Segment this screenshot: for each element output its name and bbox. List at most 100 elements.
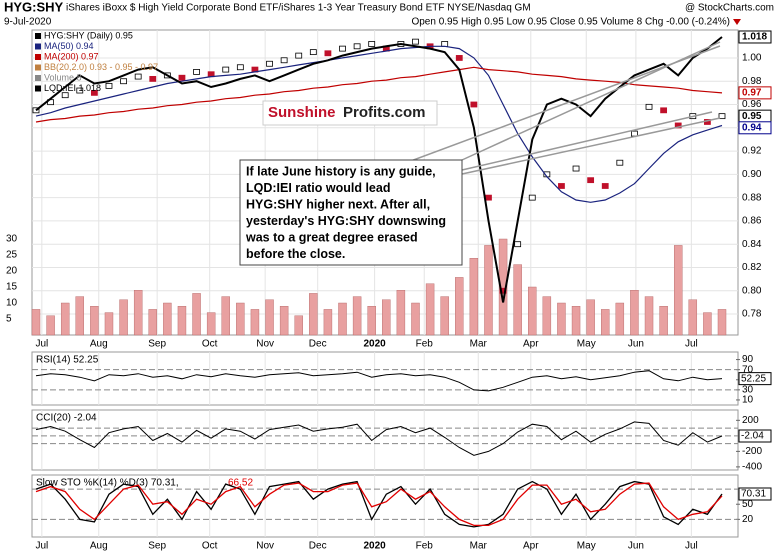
cci-panel [31, 409, 739, 471]
candle [455, 55, 463, 61]
credit: @ StockCharts.com [685, 3, 774, 14]
candle [645, 103, 653, 110]
volume-bar [630, 290, 639, 336]
series-line [35, 45, 723, 203]
volume-bar [484, 245, 493, 336]
series-line [35, 36, 723, 303]
value-tag-label: -2.04 [741, 431, 764, 442]
volume-bar [148, 309, 157, 336]
legend-label: HYG:SHY (Daily) 0.95 [44, 30, 133, 40]
candle [718, 113, 726, 120]
x-tick-label: Dec [309, 339, 327, 350]
x-tick-label: 2020 [363, 339, 386, 350]
volume-bar [498, 238, 508, 336]
volume-bar [31, 309, 41, 336]
y-tick-label: 0.98 [742, 76, 762, 87]
cci-line [35, 421, 723, 456]
x-tick-label: Oct [202, 541, 218, 552]
volume-bar [673, 245, 683, 336]
price-tag-label: 0.95 [742, 111, 762, 122]
candle [280, 57, 288, 64]
y-tick-label: 0.82 [742, 262, 762, 273]
volume-bar [425, 283, 435, 336]
rsi-panel [31, 351, 739, 406]
logo-box [262, 100, 438, 126]
candle [76, 87, 84, 94]
y-tick-label: 0.78 [742, 309, 762, 320]
candle [514, 241, 522, 248]
y-tick-label: 0.88 [742, 192, 762, 203]
candle [295, 52, 303, 59]
volume-bar [382, 299, 391, 336]
sto-panel [31, 474, 739, 538]
candle [339, 45, 346, 52]
volume-tick-label: 5 [6, 314, 12, 325]
x-tick-label: Sep [148, 541, 166, 552]
value-tag-label: 70.31 [741, 489, 766, 500]
candle [587, 177, 595, 184]
legend-label: MA(50) 0.94 [44, 41, 94, 51]
rsi-line [35, 370, 723, 392]
legend-label: MA(200) 0.97 [44, 51, 99, 61]
volume-bar [688, 299, 698, 336]
y-tick-label: 50 [742, 499, 754, 510]
date: 9-Jul-2020 [4, 17, 52, 28]
legend-label: LQD:IEI 1.018 [44, 83, 101, 93]
candle [572, 165, 580, 172]
value-tag [738, 487, 772, 501]
volume-bar [60, 302, 70, 336]
volume-bar [396, 290, 406, 336]
down-arrow [733, 19, 741, 25]
candle [470, 101, 478, 108]
x-tick-label: Jun [628, 339, 644, 350]
candle [660, 107, 668, 114]
trend-line [461, 111, 713, 171]
volume-bar [411, 302, 420, 336]
candle [309, 49, 317, 56]
volume-bar [250, 309, 260, 336]
chart-subtitle: iShares iBoxx $ High Yield Corporate Bon… [66, 3, 531, 14]
volume-bar [644, 296, 654, 336]
volume-bar [557, 302, 566, 336]
y-tick-label: 0.96 [742, 99, 762, 110]
y-tick-label: 0.86 [742, 216, 762, 227]
candle [601, 183, 609, 189]
x-tick-label: Jul [685, 339, 698, 350]
volume-bar [309, 293, 318, 336]
volume-bar [104, 312, 114, 336]
y-tick-label: -200 [742, 446, 762, 457]
y-tick-label: 30 [742, 384, 754, 395]
volume-bar [542, 296, 552, 336]
volume-bar [133, 290, 143, 336]
x-tick-label: 2020 [363, 541, 386, 552]
candle [236, 64, 244, 71]
volume-bar [659, 306, 668, 336]
x-tick-label: May [577, 339, 596, 350]
volume-bar [177, 306, 187, 336]
volume-bar [703, 312, 712, 336]
candle [149, 75, 157, 82]
x-tick-label: Mar [470, 339, 488, 350]
y-tick-label: 0.90 [742, 169, 762, 180]
volume-bar [571, 306, 581, 336]
volume-bar [163, 302, 172, 336]
x-tick-label: Feb [416, 339, 434, 350]
volume-bar [455, 277, 464, 336]
sto-line [35, 480, 723, 528]
x-tick-label: Sep [148, 339, 166, 350]
candle [353, 43, 361, 50]
candle [222, 66, 230, 73]
y-tick-label: 200 [742, 415, 759, 426]
y-tick-label: 20 [742, 514, 754, 525]
candle [193, 69, 200, 75]
value-tag [738, 372, 772, 386]
legend-swatch [35, 85, 41, 92]
volume-bar [338, 302, 347, 336]
volume-bar [528, 286, 537, 336]
annotation-line: If late June history is any guide, [246, 164, 436, 178]
candle [674, 122, 682, 129]
volume-bar [75, 296, 85, 336]
x-tick-label: Aug [90, 339, 108, 350]
volume-bar [615, 302, 625, 336]
